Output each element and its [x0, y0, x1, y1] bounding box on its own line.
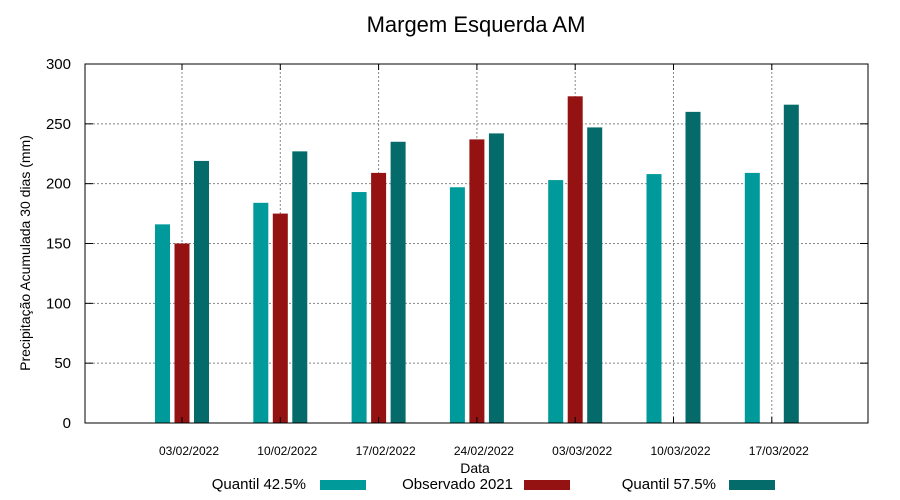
- legend-swatch: [729, 480, 775, 490]
- y-tick-label: 300: [46, 56, 71, 73]
- x-tick-label: 03/02/2022: [159, 444, 219, 458]
- y-axis-label: Precipitação Acumulada 30 dias (mm): [17, 135, 33, 371]
- y-tick-label: 200: [46, 176, 71, 193]
- x-tick-label: 17/02/2022: [356, 444, 416, 458]
- bar: [744, 172, 760, 423]
- grid-lines: [85, 64, 868, 423]
- y-tick-label: 250: [46, 116, 71, 133]
- bar: [469, 139, 485, 423]
- bar: [685, 111, 701, 423]
- x-tick-label: 10/03/2022: [650, 444, 710, 458]
- bar: [548, 180, 564, 423]
- x-tick-label: 03/03/2022: [552, 444, 612, 458]
- bar: [351, 192, 367, 423]
- bar: [783, 104, 799, 423]
- bar: [155, 224, 170, 423]
- bar: [567, 96, 583, 423]
- bar: [292, 151, 308, 423]
- bar: [371, 172, 387, 423]
- bar: [390, 141, 406, 424]
- x-tick-label: 17/03/2022: [749, 444, 809, 458]
- bar: [272, 213, 288, 423]
- bar: [194, 160, 209, 423]
- bar: [587, 127, 603, 423]
- x-tick-label: 24/02/2022: [454, 444, 514, 458]
- y-axis-ticks: 0 50 100 150 200 250 300: [46, 56, 868, 432]
- y-tick-label: 50: [54, 355, 71, 372]
- chart-title: Margem Esquerda AM: [367, 12, 586, 37]
- legend-label: Quantil 57.5%: [622, 476, 716, 493]
- x-axis-label: Data: [460, 460, 490, 476]
- bars: [155, 96, 799, 424]
- x-tick-label: 10/02/2022: [257, 444, 317, 458]
- y-tick-label: 100: [46, 295, 71, 312]
- bar: [174, 243, 190, 423]
- bar: [488, 133, 504, 423]
- bar: [646, 174, 662, 423]
- bar: [449, 187, 465, 423]
- legend-label: Observado 2021: [402, 476, 513, 493]
- legend-label: Quantil 42.5%: [212, 476, 306, 493]
- y-tick-label: 0: [63, 415, 71, 432]
- x-axis-ticks: 03/02/2022 10/02/2022 17/02/2022 24/02/2022…: [159, 64, 809, 458]
- legend-swatch: [320, 480, 366, 490]
- legend: Quantil 42.5% Observado 2021 Quantil 57.5%: [212, 476, 775, 493]
- bar: [253, 202, 269, 423]
- legend-swatch: [524, 480, 570, 490]
- y-tick-label: 150: [46, 236, 71, 253]
